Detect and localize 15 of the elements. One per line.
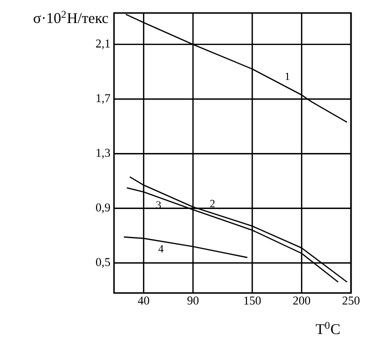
series-label: 2 (210, 200, 215, 208)
x-tick-label: 150 (244, 296, 261, 305)
x-tick-label: 200 (293, 296, 310, 305)
y-tick-label: 2,1 (96, 40, 110, 50)
x-tick-label: 90 (187, 296, 199, 305)
y-tick-label: 1,7 (96, 94, 110, 104)
y-tick-label: 0,9 (96, 203, 110, 214)
y-tick-label: 1,3 (96, 148, 110, 159)
x-tick-label: 250 (342, 296, 360, 305)
y-axis-title: σ·10$^{2}$Н/текс (34, 10, 108, 24)
x-tick-label: 40 (138, 296, 150, 305)
series-label: 1 (286, 72, 290, 80)
series-label: 4 (158, 245, 164, 252)
y-tick-label: 0,5 (96, 258, 110, 268)
x-axis-title: T$^{0}$C (316, 322, 340, 334)
